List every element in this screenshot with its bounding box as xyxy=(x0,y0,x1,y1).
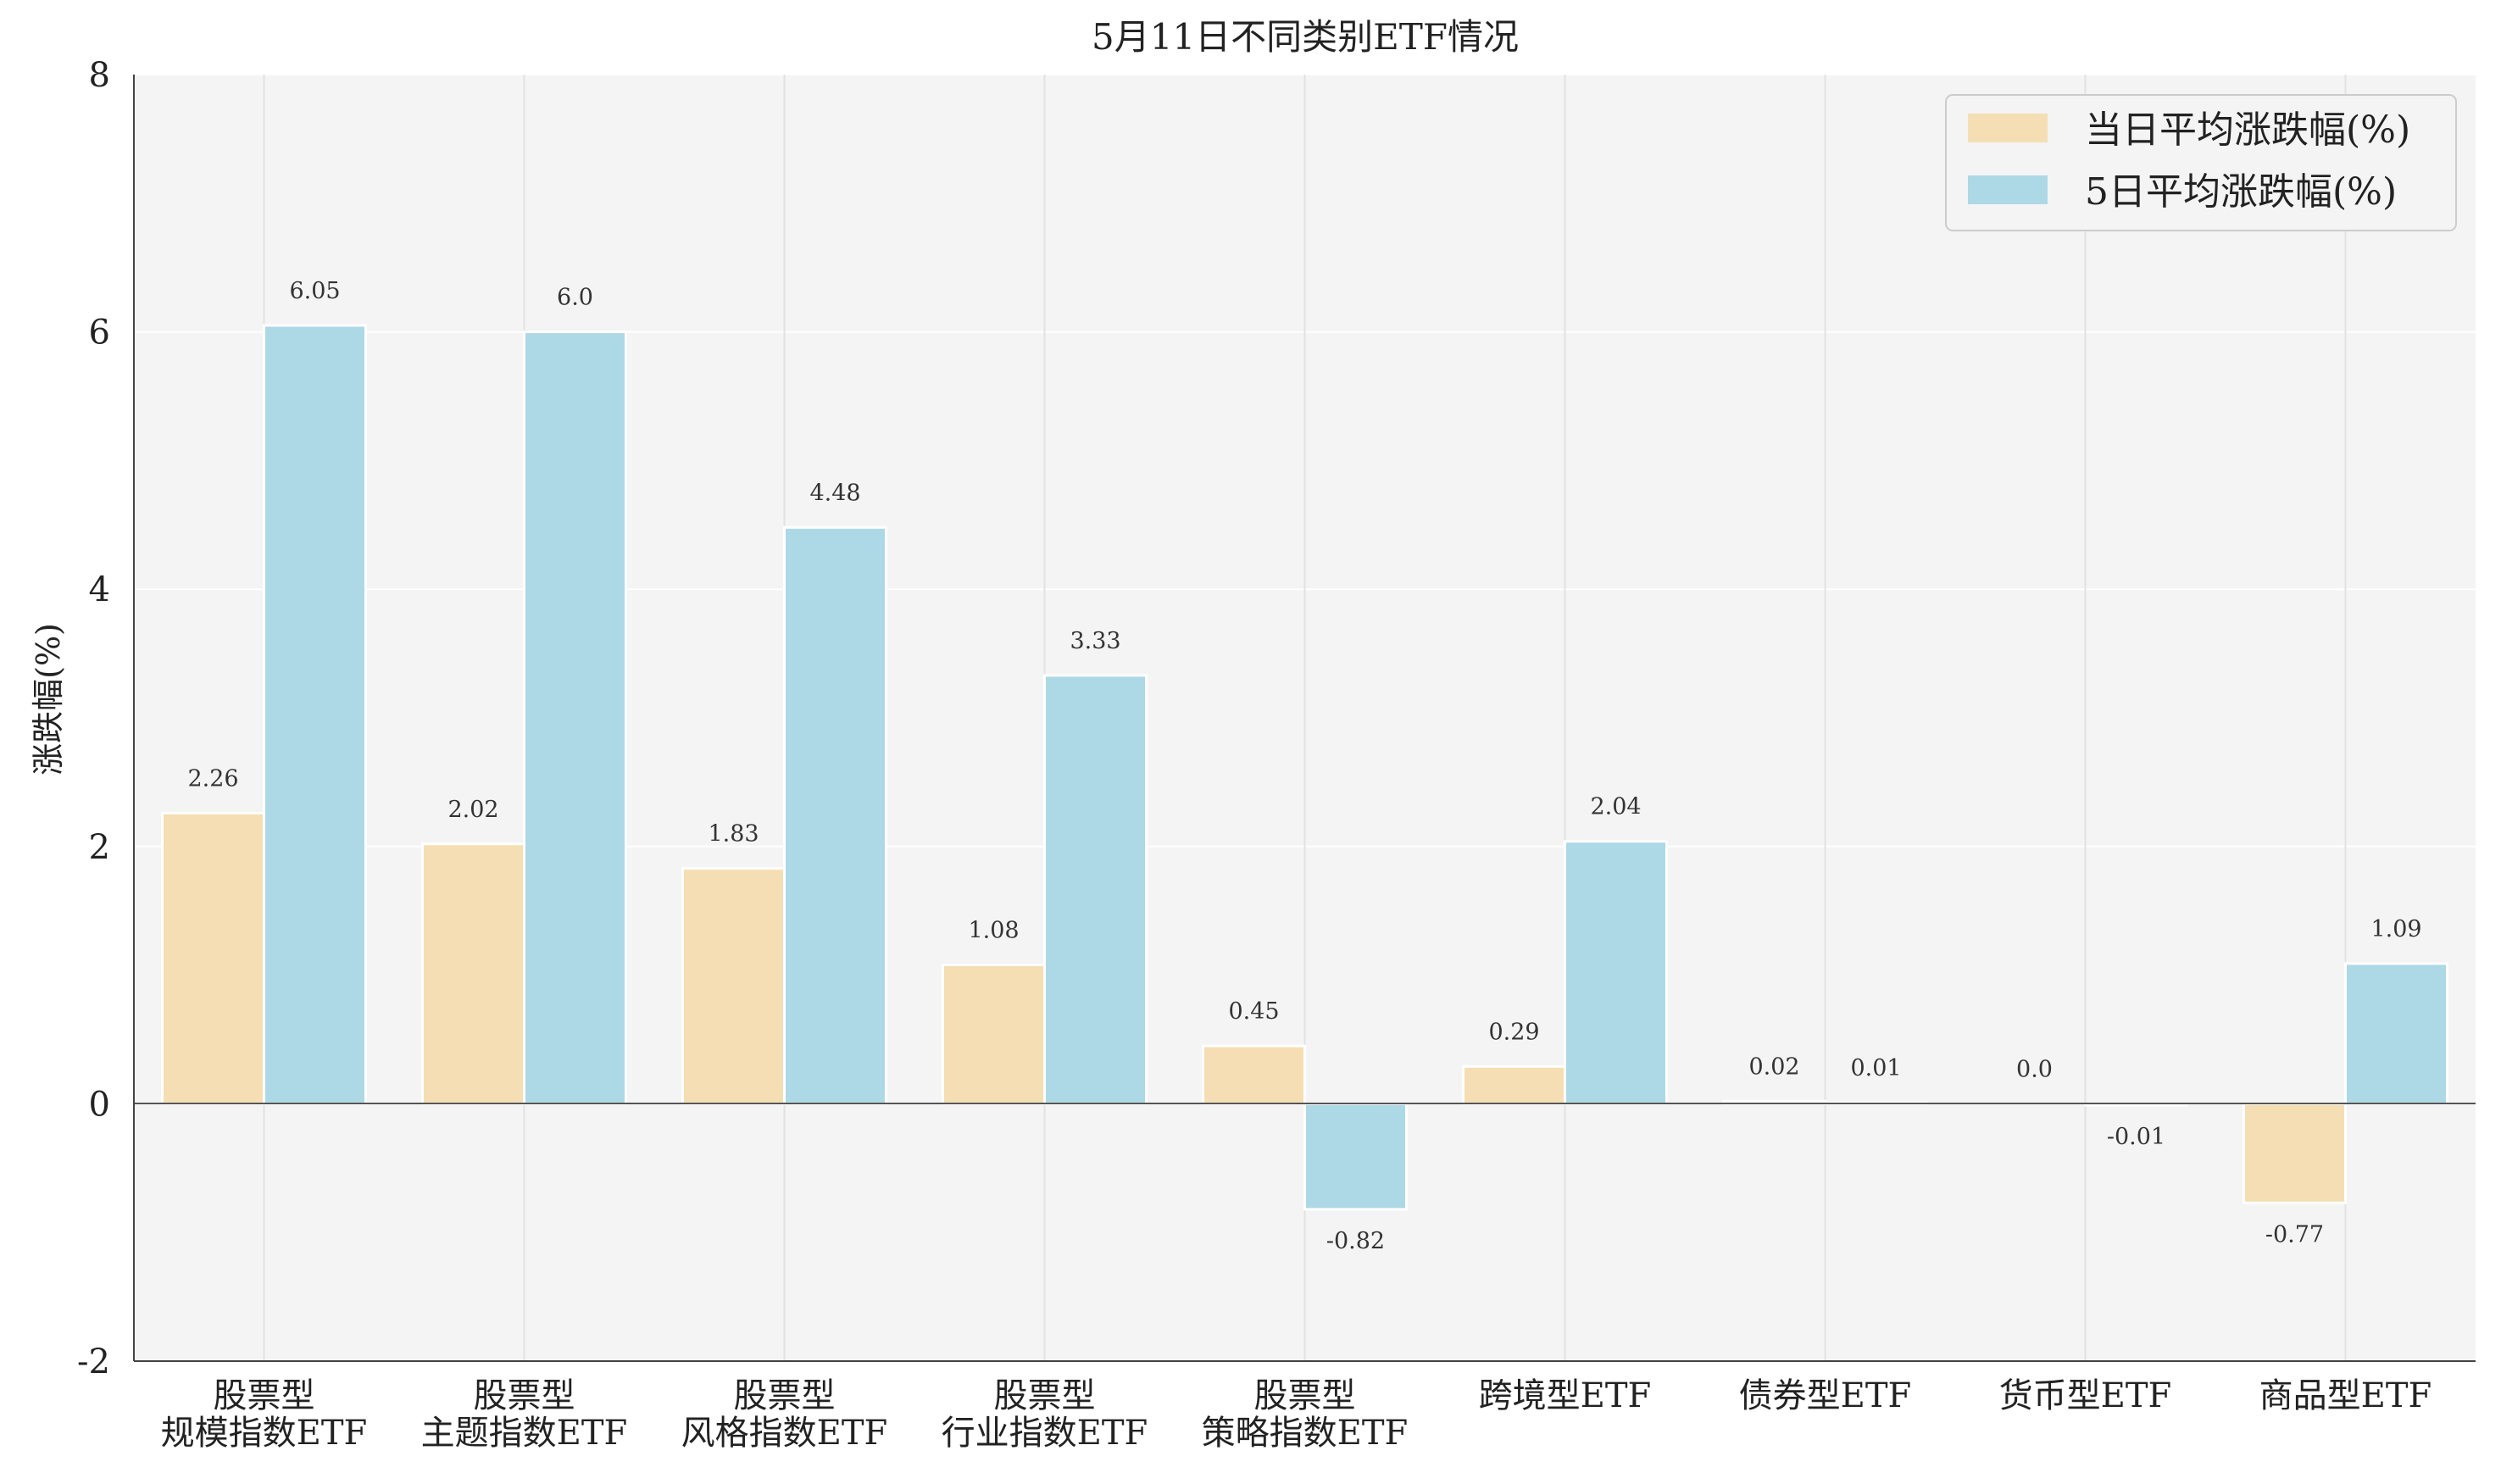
data-label-5day: 6.0 xyxy=(557,285,593,311)
data-label-daily: 0.0 xyxy=(2016,1056,2053,1082)
bar-daily xyxy=(161,811,265,1105)
legend: 当日平均涨跌幅(%) 5日平均涨跌幅(%) xyxy=(1945,94,2457,231)
y-tick-labels: -2 0 2 4 6 8 xyxy=(77,56,110,1381)
data-label-daily: 1.08 xyxy=(968,917,1019,943)
legend-label-daily: 当日平均涨跌幅(%) xyxy=(2085,108,2410,152)
x-category-label: 股票型 xyxy=(994,1376,1096,1415)
y-axis-label: 涨跌幅(%) xyxy=(30,623,67,775)
x-category-label: 风格指数ETF xyxy=(681,1414,888,1453)
data-label-5day: -0.82 xyxy=(1326,1228,1385,1254)
x-category-labels: 股票型规模指数ETF股票型主题指数ETF股票型风格指数ETF股票型行业指数ETF… xyxy=(161,1376,2432,1453)
bar-daily xyxy=(421,842,525,1105)
x-category-label: 跨境型ETF xyxy=(1479,1376,1652,1415)
legend-box xyxy=(1945,94,2457,231)
y-tick-label: 2 xyxy=(89,828,110,867)
data-label-daily: 0.29 xyxy=(1488,1019,1539,1045)
data-label-daily: -0.77 xyxy=(2265,1221,2324,1248)
x-category-label: 股票型 xyxy=(1254,1376,1356,1415)
y-tick-label: 6 xyxy=(89,314,110,353)
x-category-label: 策略指数ETF xyxy=(1202,1414,1409,1453)
y-tick-label: 8 xyxy=(89,56,110,95)
y-tick-label: 4 xyxy=(89,570,110,609)
data-label-5day: 3.33 xyxy=(1070,628,1120,654)
x-category-label: 商品型ETF xyxy=(2259,1376,2432,1415)
bar-daily xyxy=(2243,1102,2347,1204)
bar-daily xyxy=(1202,1044,1306,1105)
y-tick-label: 0 xyxy=(89,1085,110,1124)
x-category-label: 规模指数ETF xyxy=(161,1414,368,1453)
bar-5day xyxy=(2344,962,2448,1105)
bar-daily xyxy=(942,963,1046,1105)
x-category-label: 债券型ETF xyxy=(1739,1376,1912,1415)
x-category-label: 主题指数ETF xyxy=(421,1414,628,1453)
data-label-daily: 0.45 xyxy=(1228,998,1279,1025)
data-label-5day: 4.48 xyxy=(809,480,860,506)
bar-5day xyxy=(263,324,367,1105)
data-label-daily: 0.02 xyxy=(1748,1053,1799,1080)
data-label-5day: 0.01 xyxy=(1850,1055,1901,1081)
legend-swatch-5day xyxy=(1968,175,2048,204)
legend-swatch-daily xyxy=(1968,114,2048,142)
bar-5day xyxy=(1303,1102,1408,1211)
x-category-label: 股票型 xyxy=(474,1376,575,1415)
x-category-label: 行业指数ETF xyxy=(942,1414,1148,1453)
data-label-5day: 2.04 xyxy=(1590,794,1641,820)
x-category-label: 股票型 xyxy=(214,1376,315,1415)
bar-daily xyxy=(681,867,786,1105)
legend-label-5day: 5日平均涨跌幅(%) xyxy=(2085,170,2397,214)
chart-title: 5月11日不同类别ETF情况 xyxy=(1092,16,1519,58)
data-label-daily: 2.02 xyxy=(447,797,498,823)
bar-5day xyxy=(783,525,887,1105)
bar-5day xyxy=(523,331,627,1105)
data-label-daily: 2.26 xyxy=(187,765,238,792)
bar-5day xyxy=(1564,840,1668,1105)
bar-daily xyxy=(1462,1064,1566,1105)
data-label-5day: 6.05 xyxy=(289,278,340,304)
data-labels: 2.26 2.02 1.83 1.08 0.45 0.29 0.02 0.0 -0.77 6.05… xyxy=(187,278,2421,1254)
bars-layer xyxy=(161,324,2448,1211)
data-label-5day: -0.01 xyxy=(2107,1124,2165,1150)
bar-5day xyxy=(1043,674,1148,1105)
y-tick-label: -2 xyxy=(77,1342,110,1381)
x-category-label: 股票型 xyxy=(734,1376,836,1415)
data-label-5day: 1.09 xyxy=(2370,916,2421,942)
data-label-daily: 1.83 xyxy=(708,821,759,848)
x-category-label: 货币型ETF xyxy=(1999,1376,2172,1415)
